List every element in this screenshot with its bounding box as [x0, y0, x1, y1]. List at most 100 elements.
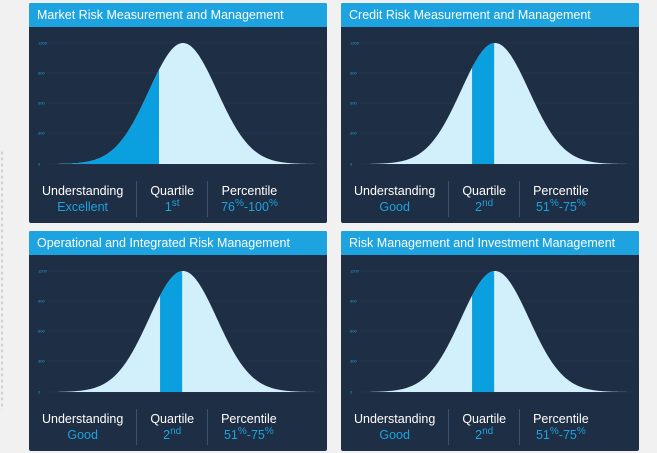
- y-tick-label: 1200: [38, 41, 48, 46]
- percentile-high: 75: [562, 428, 577, 442]
- y-tick-label: 600: [38, 101, 45, 106]
- y-tick-label: 900: [350, 299, 357, 304]
- y-tick-label: 300: [350, 359, 357, 364]
- percentile-value: 51%-75%: [221, 427, 277, 443]
- percentile-value: 76%-100%: [221, 199, 278, 215]
- bell-curve-chart: 1200 900 600 300 0: [38, 41, 322, 167]
- percentile-low: 51: [223, 428, 238, 442]
- highlighted-percentile-band: [472, 43, 495, 164]
- percentile-label: Percentile: [221, 412, 277, 426]
- quartile-value: 1st: [150, 199, 194, 215]
- quartile-stat: Quartile 2nd: [448, 181, 519, 217]
- percentile-low: 51: [535, 200, 550, 214]
- quartile-label: Quartile: [150, 184, 195, 198]
- understanding-value: Good: [67, 428, 98, 442]
- distribution-curve: [370, 271, 634, 392]
- stats-row: Understanding Good Quartile 2nd Percenti…: [341, 409, 639, 445]
- percentile-low-suffix: %: [549, 198, 559, 209]
- understanding-label: Understanding: [42, 412, 124, 426]
- percentile-low-suffix: %: [235, 198, 244, 209]
- stats-row: Understanding Excellent Quartile 1st Per…: [29, 181, 327, 217]
- percentile-high-suffix: %: [576, 426, 586, 437]
- highlighted-percentile-band: [58, 69, 159, 164]
- percentile-high: 100: [248, 200, 269, 214]
- percentile-stat: Percentile 51%-75%: [207, 409, 290, 445]
- y-tick-label: 0: [350, 162, 353, 167]
- scroll-edge-dots: [0, 150, 4, 410]
- y-tick-label: 1200: [38, 269, 48, 274]
- percentile-low: 76: [221, 200, 235, 214]
- percentile-value: 51%-75%: [533, 427, 589, 443]
- quartile-number: 2: [163, 428, 171, 442]
- bell-curve-chart: 1200 900 600 300 0: [350, 269, 634, 395]
- understanding-stat: Understanding Excellent: [29, 181, 136, 217]
- percentile-label: Percentile: [221, 184, 278, 198]
- highlighted-percentile-band: [160, 271, 183, 392]
- quartile-value: 2nd: [150, 427, 194, 443]
- quartile-number: 1: [164, 200, 172, 214]
- percentile-separator: -: [558, 200, 563, 214]
- understanding-stat: Understanding Good: [341, 181, 448, 217]
- quartile-stat: Quartile 2nd: [448, 409, 519, 445]
- y-tick-label: 600: [350, 329, 357, 334]
- stats-row: Understanding Good Quartile 2nd Percenti…: [29, 409, 327, 445]
- quartile-suffix: nd: [482, 198, 494, 209]
- risk-card-4: Risk Management and Investment Managemen…: [341, 231, 639, 451]
- y-tick-label: 300: [350, 131, 357, 136]
- percentile-high-suffix: %: [268, 198, 278, 209]
- quartile-value: 2nd: [462, 427, 506, 443]
- y-tick-label: 1200: [350, 269, 360, 274]
- quartile-label: Quartile: [462, 184, 507, 198]
- y-tick-label: 300: [38, 131, 45, 136]
- card-title: Operational and Integrated Risk Manageme…: [29, 231, 327, 255]
- distribution-curve: [370, 43, 634, 164]
- percentile-separator: -: [246, 428, 251, 442]
- y-tick-label: 600: [350, 101, 357, 106]
- distribution-chart: 1200 900 600 300 0: [29, 27, 327, 175]
- percentile-low: 51: [535, 428, 550, 442]
- bell-curve-chart: 1200 900 600 300 0: [350, 41, 634, 167]
- understanding-value: Excellent: [57, 200, 109, 214]
- risk-card-1: Market Risk Measurement and Management 1…: [29, 3, 327, 223]
- y-tick-label: 1200: [350, 41, 360, 46]
- distribution-curve: [58, 271, 322, 392]
- y-tick-label: 0: [350, 390, 353, 395]
- percentile-label: Percentile: [533, 184, 589, 198]
- percentile-stat: Percentile 51%-75%: [519, 409, 602, 445]
- percentile-separator: -: [558, 428, 563, 442]
- understanding-label: Understanding: [42, 184, 124, 198]
- y-tick-label: 0: [38, 162, 41, 167]
- y-tick-label: 0: [38, 390, 41, 395]
- distribution-chart: 1200 900 600 300 0: [341, 27, 639, 175]
- percentile-stat: Percentile 76%-100%: [207, 181, 291, 217]
- y-tick-label: 300: [38, 359, 45, 364]
- understanding-stat: Understanding Good: [341, 409, 448, 445]
- distribution-curve: [58, 43, 322, 164]
- percentile-low-suffix: %: [549, 426, 559, 437]
- distribution-chart: 1200 900 600 300 0: [341, 255, 639, 403]
- y-tick-label: 900: [38, 71, 45, 76]
- quartile-label: Quartile: [462, 412, 507, 426]
- understanding-value: Good: [379, 428, 410, 442]
- distribution-chart: 1200 900 600 300 0: [29, 255, 327, 403]
- quartile-suffix: st: [171, 198, 180, 209]
- highlighted-percentile-band: [472, 271, 495, 392]
- percentile-high-suffix: %: [576, 198, 586, 209]
- stats-row: Understanding Good Quartile 2nd Percenti…: [341, 181, 639, 217]
- quartile-stat: Quartile 2nd: [136, 409, 207, 445]
- understanding-label: Understanding: [354, 412, 436, 426]
- quartile-number: 2: [475, 428, 483, 442]
- understanding-label: Understanding: [354, 184, 436, 198]
- quartile-value: 2nd: [462, 199, 506, 215]
- quartile-suffix: nd: [482, 426, 494, 437]
- percentile-label: Percentile: [533, 412, 589, 426]
- quartile-number: 2: [475, 200, 483, 214]
- y-tick-label: 900: [38, 299, 45, 304]
- understanding-value: Good: [379, 200, 410, 214]
- risk-card-2: Credit Risk Measurement and Management 1…: [341, 3, 639, 223]
- percentile-high-suffix: %: [264, 426, 274, 437]
- card-title: Market Risk Measurement and Management: [29, 3, 327, 27]
- percentile-high: 75: [250, 428, 265, 442]
- percentile-low-suffix: %: [237, 426, 247, 437]
- percentile-value: 51%-75%: [533, 199, 589, 215]
